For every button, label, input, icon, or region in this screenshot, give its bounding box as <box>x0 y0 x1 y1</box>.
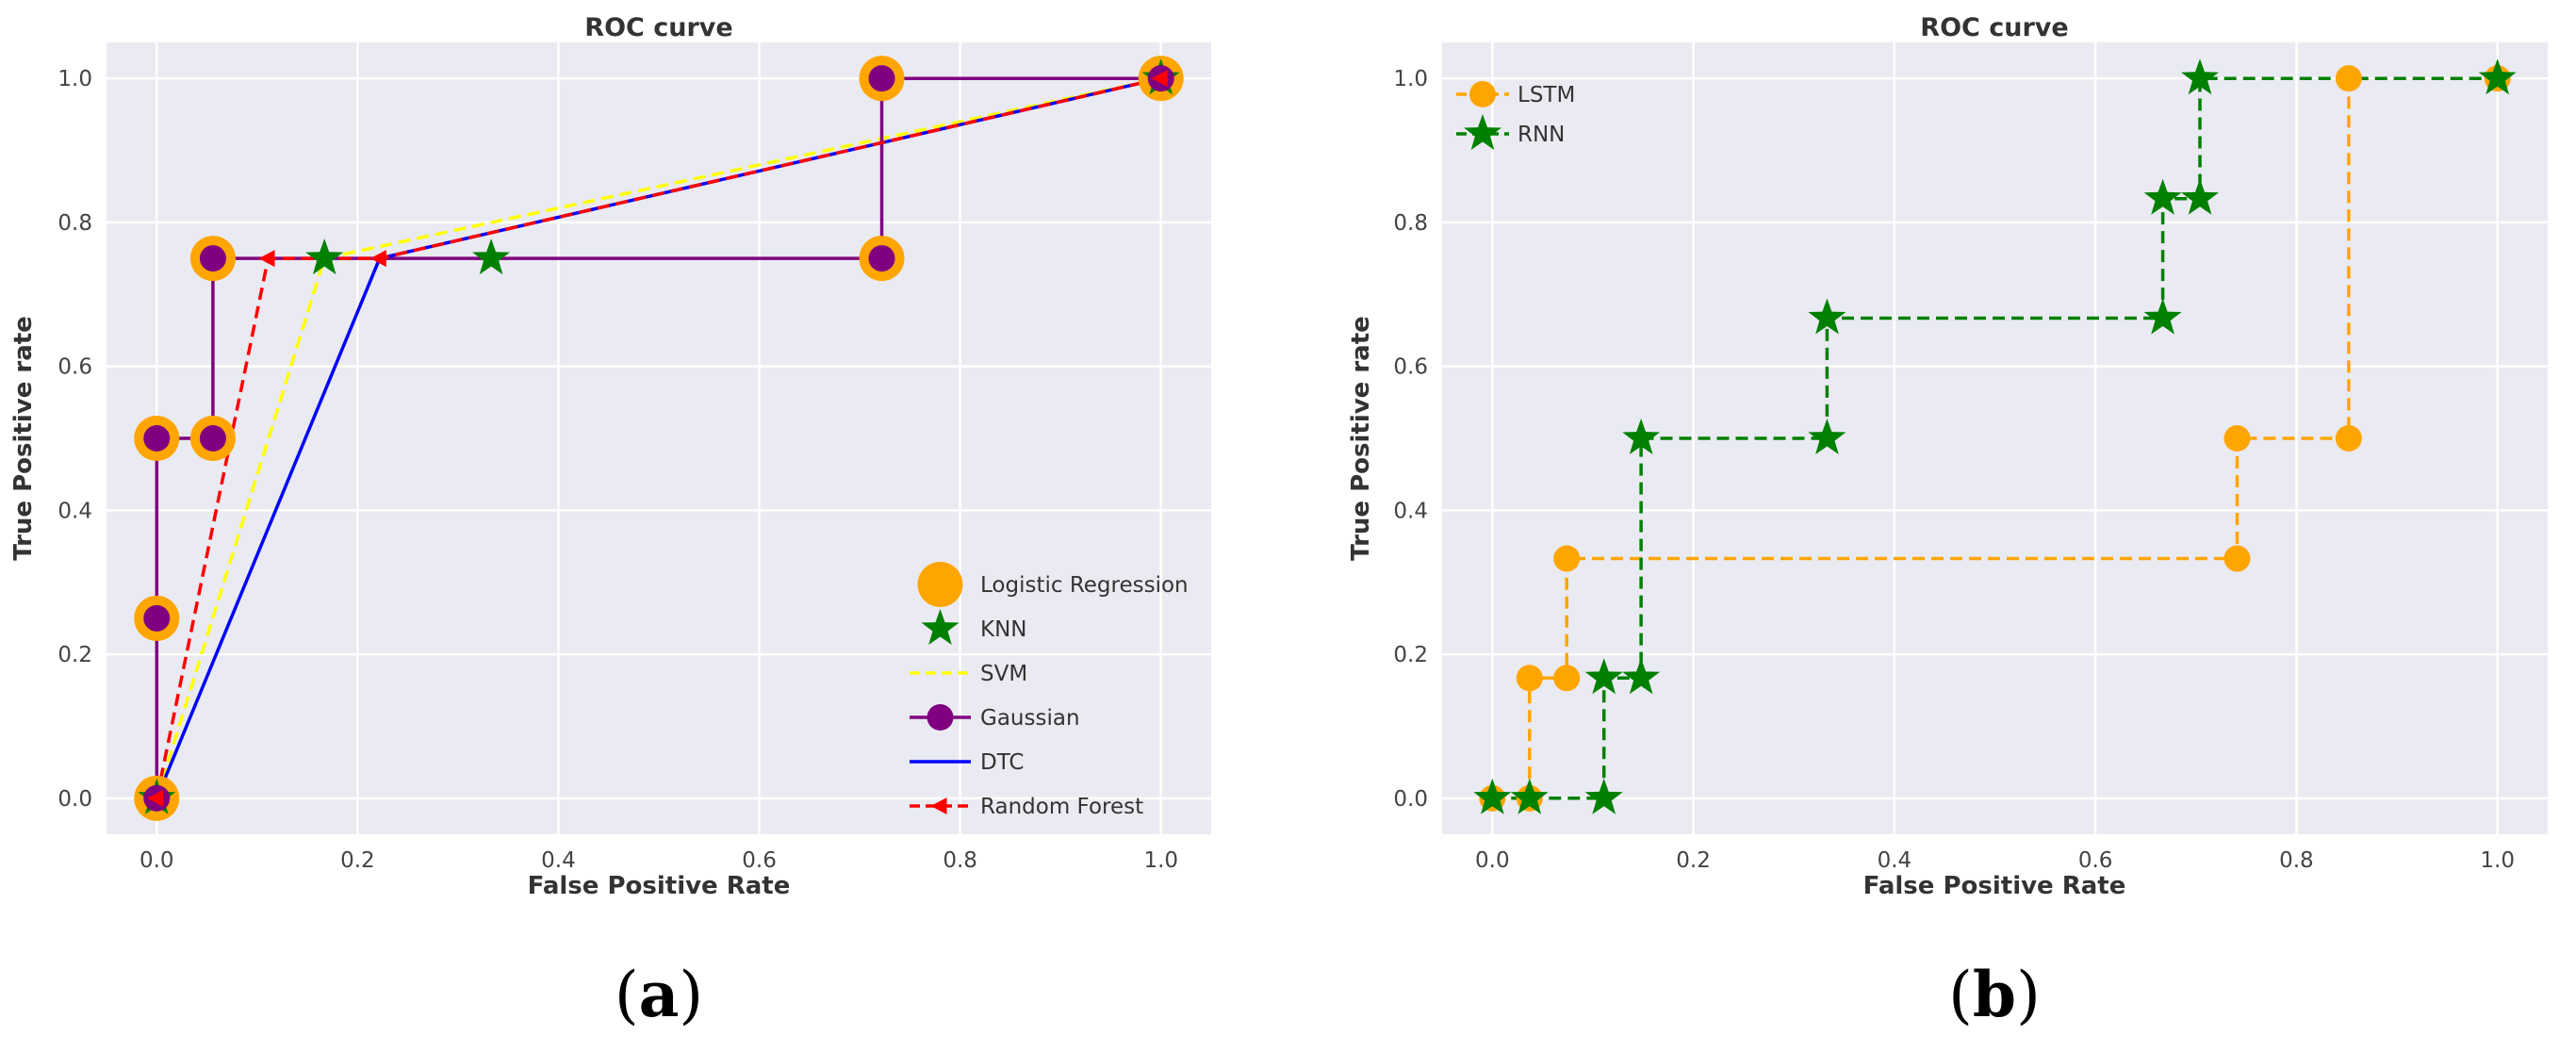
y-axis-label: True Positive rate <box>1347 316 1375 561</box>
y-tick-label: 1.0 <box>1393 67 1428 91</box>
point-gaussian <box>143 604 171 632</box>
point-knn <box>472 238 510 275</box>
plot-area <box>1442 42 2548 834</box>
legend-label: Gaussian <box>980 706 1080 731</box>
legend-entry: Logistic Regression <box>917 562 1189 607</box>
y-tick-label: 1.0 <box>57 67 92 91</box>
y-tick-label: 0.8 <box>1393 211 1428 236</box>
y-tick-label: 0.4 <box>1393 499 1428 523</box>
legend-entry: LSTM <box>1456 81 1575 107</box>
point-random-forest <box>369 250 386 268</box>
x-axis-label: False Positive Rate <box>1863 872 2126 900</box>
legend-label: RNN <box>1518 123 1565 147</box>
x-tick-label: 0.8 <box>2279 848 2314 873</box>
point-lstm <box>1516 665 1543 692</box>
y-tick-label: 0.0 <box>1393 787 1428 812</box>
legend-marker <box>921 609 960 645</box>
x-tick-label: 0.2 <box>1676 848 1711 873</box>
point-knn <box>305 238 344 275</box>
chart-title: ROC curve <box>584 13 732 42</box>
x-tick-label: 1.0 <box>2480 848 2515 873</box>
x-tick-label: 1.0 <box>1143 848 1178 873</box>
point-lstm <box>1553 665 1581 692</box>
legend-marker <box>1469 81 1496 107</box>
point-rnn <box>1808 298 1846 335</box>
point-rnn <box>1584 658 1623 695</box>
chart-a: 0.0 0.2 0.4 0.6 0.8 1.0 0.0 0.2 0.4 0.6 0.8 1.0 ROC … <box>9 13 1211 900</box>
y-tick-label: 0.0 <box>57 787 92 812</box>
y-tick-label: 0.2 <box>57 643 92 667</box>
point-rnn <box>2478 58 2517 95</box>
point-rnn <box>1622 419 1661 454</box>
point-lstm <box>1553 545 1581 572</box>
point-random-forest <box>258 250 275 268</box>
x-tick-label: 0.6 <box>2078 848 2113 873</box>
x-tick-label: 0.6 <box>742 848 777 873</box>
x-tick-label: 0.4 <box>1878 848 1912 873</box>
point-lstm <box>2335 425 2362 452</box>
point-gaussian <box>199 245 226 272</box>
y-tick-label: 0.8 <box>57 211 92 236</box>
legend-entry: Gaussian <box>910 704 1080 731</box>
point-gaussian <box>868 245 895 272</box>
x-tick-label: 0.2 <box>340 848 375 873</box>
point-rnn <box>1510 778 1549 814</box>
point-random-forest <box>1151 70 1168 88</box>
legend-marker <box>917 562 963 607</box>
point-rnn <box>2143 178 2182 215</box>
legend-entry: KNN <box>921 609 1027 645</box>
point-lstm <box>2223 545 2251 572</box>
legend-entry: SVM <box>910 662 1027 686</box>
point-gaussian <box>199 425 226 452</box>
y-axis-label: True Positive rate <box>9 316 38 561</box>
chart-b: 0.0 0.2 0.4 0.6 0.8 1.0 0.0 0.2 0.4 0.6 0.8 1.0 ROC … <box>1347 13 2548 900</box>
legend-label: KNN <box>980 617 1027 642</box>
y-tick-label: 0.6 <box>57 355 92 380</box>
x-tick-label: 0.0 <box>139 848 174 873</box>
point-random-forest <box>147 789 164 807</box>
point-rnn <box>2181 58 2219 95</box>
point-rnn <box>1473 778 1512 814</box>
point-gaussian <box>143 425 171 452</box>
point-lstm <box>2223 425 2251 452</box>
y-tick-label: 0.4 <box>57 499 92 523</box>
point-rnn <box>2181 178 2219 215</box>
chart-title: ROC curve <box>1920 13 2068 42</box>
legend-entry: Random Forest <box>910 795 1143 819</box>
legend-label: SVM <box>980 662 1027 686</box>
legend-label: DTC <box>980 750 1024 775</box>
x-tick-label: 0.4 <box>541 848 576 873</box>
point-rnn <box>1584 778 1623 814</box>
legend-label: LSTM <box>1518 83 1575 107</box>
plot-area <box>107 42 1211 834</box>
x-tick-label: 0.8 <box>943 848 977 873</box>
x-tick-label: 0.0 <box>1475 848 1510 873</box>
point-rnn <box>1808 419 1846 454</box>
legend-entry: DTC <box>910 750 1024 775</box>
legend-label: Random Forest <box>980 795 1143 819</box>
panel-caption: (b) <box>1948 958 2041 1031</box>
legend-marker <box>927 704 954 731</box>
legend-marker <box>1464 114 1501 150</box>
series-line-lstm <box>1492 76 2498 800</box>
legend-entry: RNN <box>1456 114 1565 150</box>
point-rnn <box>2143 298 2182 335</box>
point-lstm <box>2335 65 2362 92</box>
y-tick-label: 0.6 <box>1393 355 1428 380</box>
point-rnn <box>1622 658 1661 695</box>
x-axis-label: False Positive Rate <box>528 872 791 900</box>
panel-caption: (a) <box>615 958 703 1031</box>
legend-marker <box>930 797 947 814</box>
legend-label: Logistic Regression <box>980 573 1189 598</box>
y-tick-label: 0.2 <box>1393 643 1428 667</box>
point-gaussian <box>868 65 895 92</box>
series-line-gaussian <box>155 76 1161 798</box>
